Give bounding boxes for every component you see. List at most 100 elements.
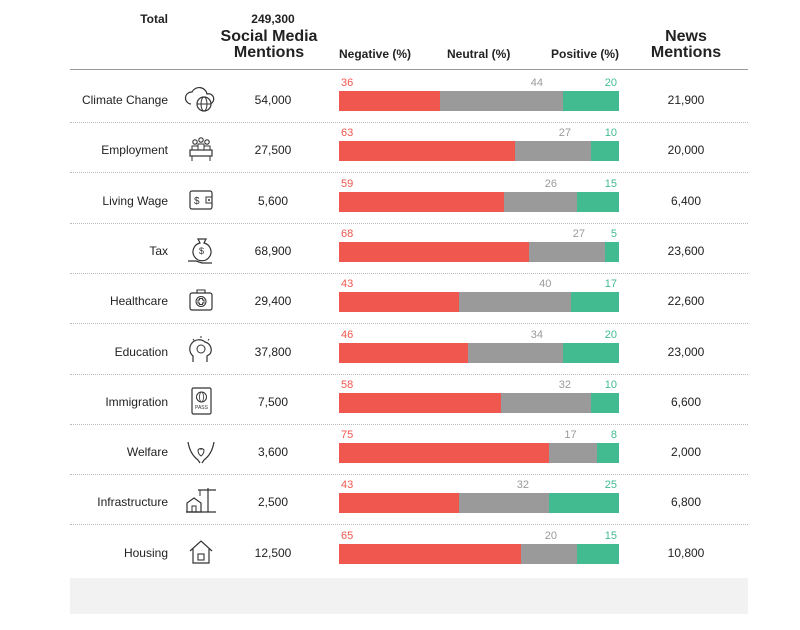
positive-label: 15 [604, 529, 617, 542]
news-mentions-value: 2,000 [670, 445, 702, 460]
bar-positive [591, 392, 619, 413]
neutral-label: 26 [544, 177, 557, 190]
neutral-label: 34 [530, 328, 543, 341]
bar-neutral [459, 493, 549, 514]
sentiment-bar [339, 292, 619, 313]
positive-label: 10 [604, 378, 617, 391]
negative-label: 43 [341, 278, 354, 291]
bar-positive [577, 543, 619, 564]
bar-positive [563, 342, 619, 363]
news-mentions-value: 6,600 [670, 394, 702, 409]
row-divider [70, 272, 748, 274]
header-neutral: Neutral (%) [447, 47, 511, 61]
neutral-label: 32 [516, 479, 529, 492]
neutral-label: 27 [558, 127, 571, 140]
sentiment-bar [339, 191, 619, 212]
social-mentions-value: 54,000 [254, 93, 292, 107]
bar-positive [549, 493, 619, 514]
news-mentions-value: 23,000 [667, 344, 705, 359]
neutral-label: 20 [544, 529, 557, 542]
bar-positive [577, 191, 619, 212]
news-mentions-value: 22,600 [667, 294, 705, 309]
bar-positive [605, 241, 619, 262]
total-label: Total [140, 12, 168, 26]
header-rule [70, 69, 748, 70]
bar-negative [339, 292, 460, 313]
negative-label: 58 [341, 378, 354, 391]
header-negative: Negative (%) [339, 47, 412, 61]
negative-label: 63 [341, 127, 354, 140]
total-social-mentions: 249,300 [251, 12, 295, 26]
topic-label: Welfare [126, 445, 168, 460]
sentiment-bar [339, 241, 619, 262]
negative-label: 36 [341, 77, 354, 89]
bar-negative [339, 241, 530, 262]
bar-positive [563, 91, 619, 111]
bar-negative [339, 392, 502, 413]
sentiment-bar [339, 443, 619, 464]
row-divider [70, 172, 748, 174]
social-mentions-value: 27,500 [254, 143, 292, 158]
negative-label: 46 [341, 328, 354, 341]
topic-label: Healthcare [109, 294, 168, 309]
table-row: Living Wage $5,600 59 26 15 6,400 [0, 175, 800, 225]
table-row: Education 37,800 46 34 20 23,000 [0, 326, 800, 376]
table-row: Tax $68,900 68 27 5 23,600 [0, 225, 800, 275]
bar-negative [339, 443, 549, 464]
topic-label: Climate Change [81, 93, 168, 107]
social-mentions-value: 37,800 [254, 344, 292, 359]
header-positive: Positive (%) [551, 47, 620, 61]
social-mentions-value: 68,900 [254, 243, 292, 258]
negative-label: 43 [341, 479, 354, 492]
topic-label: Education [114, 344, 168, 359]
topic-label: Employment [101, 143, 168, 158]
social-mentions-value: 3,600 [257, 445, 289, 460]
positive-label: 5 [610, 227, 617, 240]
bar-neutral [439, 91, 563, 111]
house-icon [184, 535, 218, 569]
social-mentions-value: 29,400 [254, 294, 292, 309]
topic-label: Tax [149, 243, 168, 258]
news-mentions-value: 6,800 [670, 495, 702, 510]
bar-neutral [515, 141, 591, 162]
sentiment-bar [339, 342, 619, 363]
bar-negative [339, 493, 460, 514]
bar-negative [339, 543, 521, 564]
news-mentions-value: 6,400 [670, 193, 702, 208]
neutral-label: 40 [539, 278, 552, 291]
table-row: Employment 27,500 63 27 10 20,000 [0, 124, 800, 174]
table-row: Housing 12,500 65 20 15 10,800 [0, 527, 800, 577]
passport-icon: PASS [184, 384, 218, 418]
sentiment-bar [339, 91, 619, 111]
negative-label: 68 [341, 227, 354, 240]
social-mentions-value: 7,500 [257, 394, 289, 409]
bar-negative [339, 191, 505, 212]
row-divider [70, 122, 748, 123]
positive-label: 15 [604, 177, 617, 190]
bar-neutral [501, 392, 591, 413]
meeting-people-icon [184, 132, 218, 166]
bar-neutral [504, 191, 577, 212]
header-social-line1: Social Media [220, 28, 318, 45]
social-mentions-value: 2,500 [257, 495, 289, 510]
topic-label: Living Wage [102, 193, 168, 208]
row-divider [70, 474, 748, 476]
header-news-line1: News [665, 28, 707, 45]
svg-text:PASS: PASS [195, 405, 209, 411]
sentiment-bar [339, 493, 619, 514]
svg-text:$: $ [199, 246, 204, 256]
medical-kit-icon [184, 283, 218, 317]
bar-positive [591, 141, 619, 162]
header-news-mentions: News Mentions [645, 29, 727, 61]
wallet-dollar-icon: $ [184, 183, 218, 217]
head-brain-icon [184, 334, 218, 368]
neutral-label: 32 [558, 378, 571, 391]
topic-label: Immigration [105, 394, 168, 409]
header-news-line2: Mentions [650, 44, 722, 61]
bar-neutral [549, 443, 597, 464]
table-row: Welfare 3,600 75 17 8 2,000 [0, 426, 800, 476]
bar-neutral [467, 342, 563, 363]
table-row: Healthcare 29,400 43 40 17 22,600 [0, 275, 800, 325]
topic-label: Housing [123, 545, 168, 560]
